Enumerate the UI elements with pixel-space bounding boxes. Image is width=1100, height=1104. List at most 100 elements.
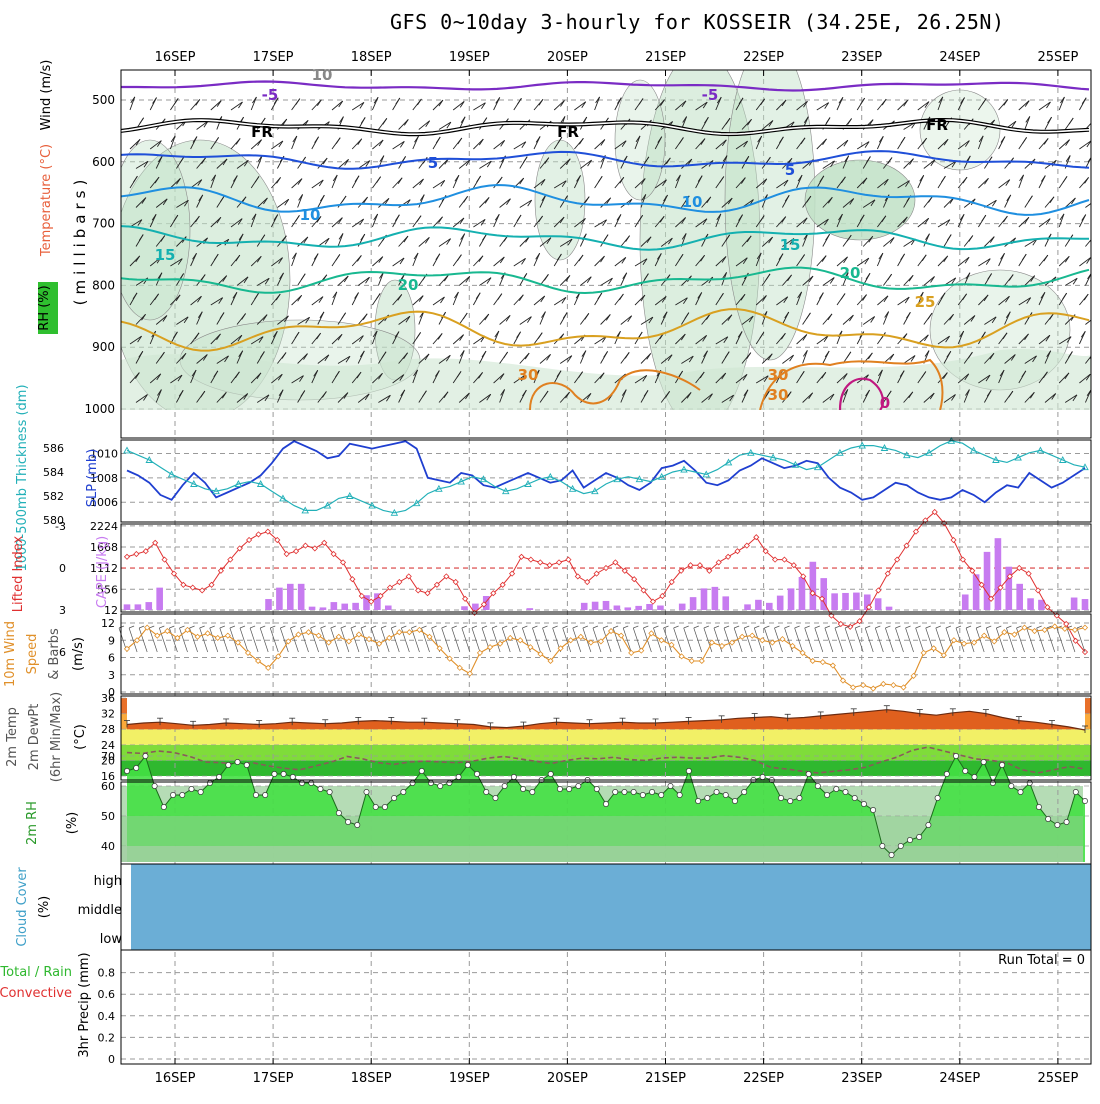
wind-barb-flag: [878, 369, 883, 377]
wind-barb-flag: [332, 174, 338, 182]
wind-barb-flag: [154, 293, 159, 301]
wind-barb-flag: [316, 216, 322, 223]
wind-barb-flag: [987, 273, 992, 280]
wind-barb-flag: [200, 274, 206, 281]
wind10-barb-flag: [824, 625, 831, 629]
wind10-barb: [975, 627, 985, 653]
cloud-level-label: high: [94, 874, 122, 889]
wind-barb-flag: [170, 135, 176, 143]
lifted-index-marker: [490, 590, 497, 597]
rh-marker: [151, 783, 158, 789]
rh-marker: [943, 771, 950, 777]
date-label-bottom: 25SEP: [1037, 1071, 1078, 1086]
lifted-index-marker: [1025, 570, 1032, 577]
lifted-index-marker: [161, 556, 168, 563]
wind-barb-flag: [742, 374, 748, 381]
wind-barb-flag: [668, 237, 673, 245]
wind-barb-flag: [179, 156, 185, 164]
wind-barb: [822, 277, 835, 286]
cape-bar: [765, 602, 773, 610]
wind-barb: [660, 237, 673, 247]
wind-barb: [574, 101, 586, 111]
wind-barb: [1024, 355, 1037, 364]
rh-marker: [1082, 798, 1088, 804]
lifted-index-marker: [612, 559, 619, 566]
wind-barb: [135, 394, 148, 403]
wind-barb: [357, 160, 371, 169]
wind-barb-flag: [203, 121, 209, 128]
rh-marker: [603, 801, 609, 807]
wind-barb-flag: [600, 139, 606, 146]
wind-barb: [432, 179, 445, 189]
lifted-index-marker: [358, 592, 365, 600]
wind10-barb: [784, 627, 793, 653]
wind10-barb-flag: [139, 625, 145, 629]
wind-barb: [580, 276, 592, 286]
wind-barb: [715, 256, 727, 267]
wind10-axis-label: (m/s): [71, 637, 86, 671]
wind-barb-flag: [981, 214, 987, 222]
cape-bar: [646, 603, 653, 610]
wind-barb-flag: [183, 316, 189, 324]
wind-barb-flag: [951, 277, 957, 285]
wind-barb-flag: [365, 277, 370, 284]
lifted-index-marker: [170, 570, 178, 577]
lifted-index-marker: [856, 618, 863, 625]
cape-bar: [711, 586, 719, 610]
wind10-barb: [854, 627, 864, 653]
cape-bar: [297, 583, 305, 610]
wind-barb: [458, 392, 470, 403]
wind-barb-flag: [716, 213, 722, 221]
wind-barb-flag: [1025, 116, 1031, 123]
wind10-barb: [753, 627, 763, 653]
wind-barb-flag: [500, 389, 505, 396]
wind10-barb: [1066, 627, 1076, 653]
wind-barb-flag: [521, 141, 527, 149]
cape-tick-label: 1668: [90, 541, 118, 554]
wind-barb: [614, 257, 627, 267]
thickness-marker: [836, 448, 844, 456]
cloud-unit-label: (%): [37, 896, 52, 919]
wind-barb: [681, 158, 693, 169]
wind10-marker: [900, 684, 907, 691]
wind-barb-flag: [177, 258, 183, 265]
wind-barb-flag: [338, 100, 344, 108]
date-label-bottom: 18SEP: [351, 1071, 392, 1086]
wind-barb-flag: [459, 334, 464, 341]
wind-barb: [802, 275, 814, 286]
wind-barb-flag: [1002, 332, 1008, 340]
wind10-marker: [809, 657, 816, 665]
wind-barb: [883, 237, 895, 247]
wind-barb: [1044, 393, 1057, 403]
wind-barb-flag: [737, 331, 743, 338]
wind-barb-flag: [399, 374, 405, 381]
wind-barb: [580, 159, 592, 169]
wind10-barb: [723, 627, 733, 653]
lifted-index-marker: [152, 539, 159, 546]
wind-barb-flag: [642, 258, 648, 266]
wind-barb-flag: [419, 178, 424, 186]
wind-barb-flag: [821, 372, 827, 379]
rh-marker: [888, 852, 895, 858]
wind-barb-flag: [600, 255, 605, 263]
isotherm-5: [121, 150, 1090, 170]
wind-barb-flag: [143, 394, 148, 401]
panel-slp-thickness: [120, 439, 1092, 523]
wind-barb-flag: [762, 295, 767, 302]
wind-barb: [715, 336, 729, 345]
isotherm-label: 10: [300, 206, 321, 224]
lifted-index-marker: [443, 573, 450, 580]
wind-barb-flag: [1065, 139, 1070, 146]
wind-barb-flag: [946, 234, 952, 241]
wind10-barb-flag: [461, 625, 467, 629]
wind-barb-flag: [943, 139, 949, 146]
wind-barb-flag: [499, 373, 505, 380]
wind-barb: [923, 276, 935, 286]
temp-unit-label: (°C): [73, 724, 88, 750]
slp-tick-label: 1008: [90, 472, 118, 485]
wind-barb-flag: [765, 273, 771, 281]
wind-barb: [963, 198, 976, 208]
wind-barb-flag: [197, 179, 203, 186]
wind-barb: [681, 275, 692, 286]
wind-barb-flag: [297, 295, 303, 302]
